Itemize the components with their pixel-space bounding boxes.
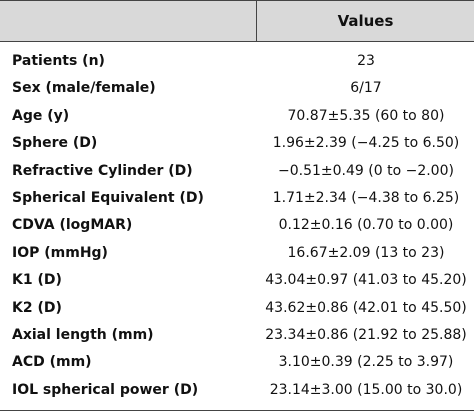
table-row: IOP (mmHg) 16.67±2.09 (13 to 23) (0, 240, 474, 267)
row-label: K2 (D) (12, 299, 62, 316)
table-header: Values (0, 0, 474, 42)
row-label: Spherical Equivalent (D) (12, 189, 204, 206)
row-label: CDVA (logMAR) (12, 217, 133, 234)
row-value: 6/17 (350, 80, 382, 97)
row-value: 70.87±5.35 (60 to 80) (287, 107, 445, 124)
table-row: Patients (n) 23 (0, 48, 474, 75)
row-value: 1.71±2.34 (−4.38 to 6.25) (272, 189, 460, 206)
row-label: ACD (mm) (12, 354, 92, 371)
row-label: K1 (D) (12, 272, 62, 289)
row-value: 16.67±2.09 (13 to 23) (287, 244, 445, 261)
row-value: 23.14±3.00 (15.00 to 30.0) (269, 381, 463, 398)
row-label: Age (y) (12, 107, 70, 124)
row-label: Sex (male/female) (12, 80, 156, 97)
row-value: 3.10±0.39 (2.25 to 3.97) (278, 354, 454, 371)
table-row: Age (y) 70.87±5.35 (60 to 80) (0, 103, 474, 130)
row-value: 1.96±2.39 (−4.25 to 6.50) (272, 135, 460, 152)
table-row: ACD (mm) 3.10±0.39 (2.25 to 3.97) (0, 349, 474, 376)
row-value: −0.51±0.49 (0 to −2.00) (278, 162, 454, 179)
row-value: 23.34±0.86 (21.92 to 25.88) (265, 326, 467, 343)
row-value: 43.04±0.97 (41.03 to 45.20) (265, 272, 467, 289)
row-value: 43.62±0.86 (42.01 to 45.50) (265, 299, 467, 316)
header-values-column: Values (256, 1, 474, 41)
row-label: Patients (n) (12, 53, 105, 69)
row-label: Axial length (mm) (12, 326, 154, 343)
row-value: 0.12±0.16 (0.70 to 0.00) (278, 217, 454, 234)
table-row: Sex (male/female) 6/17 (0, 75, 474, 102)
table-row: IOL spherical power (D) 23.14±3.00 (15.0… (0, 377, 474, 404)
table-row: K2 (D) 43.62±0.86 (42.01 to 45.50) (0, 295, 474, 322)
table-row: Refractive Cylinder (D) −0.51±0.49 (0 to… (0, 158, 474, 185)
row-label: IOP (mmHg) (12, 244, 108, 261)
table-row: Spherical Equivalent (D) 1.71±2.34 (−4.3… (0, 185, 474, 212)
header-label-column (0, 1, 255, 41)
table-body: Patients (n) 23 Sex (male/female) 6/17 A… (0, 48, 474, 404)
table-row: K1 (D) 43.04±0.97 (41.03 to 45.20) (0, 267, 474, 294)
table-bottom-rule (0, 410, 474, 411)
table-row: Sphere (D) 1.96±2.39 (−4.25 to 6.50) (0, 130, 474, 157)
table-row: Axial length (mm) 23.34±0.86 (21.92 to 2… (0, 322, 474, 349)
row-label: Sphere (D) (12, 135, 98, 152)
table-row: CDVA (logMAR) 0.12±0.16 (0.70 to 0.00) (0, 212, 474, 239)
row-label: IOL spherical power (D) (12, 381, 199, 398)
row-label: Refractive Cylinder (D) (12, 162, 193, 179)
row-value: 23 (357, 53, 375, 69)
